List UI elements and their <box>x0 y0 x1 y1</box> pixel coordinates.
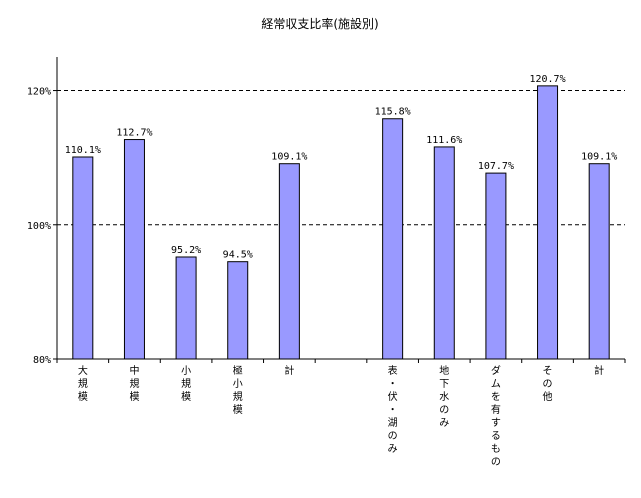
data-label: 120.7% <box>529 74 565 85</box>
bar <box>485 172 507 360</box>
y-tick-label: 80% <box>33 355 51 366</box>
bars <box>72 85 610 360</box>
bar <box>123 139 145 360</box>
category-label: 中規模 <box>129 364 139 403</box>
bar <box>382 118 404 360</box>
data-label: 94.5% <box>223 250 253 261</box>
y-tick-label: 100% <box>27 221 51 232</box>
data-label: 112.7% <box>116 128 152 139</box>
chart-title: 経常収支比率(施設別) <box>261 16 378 31</box>
axes <box>53 57 626 363</box>
data-label: 111.6% <box>426 135 462 146</box>
category-label: その他 <box>543 365 553 403</box>
category-label: ダムを有するもの <box>491 364 501 468</box>
bar <box>175 256 197 360</box>
data-label: 110.1% <box>65 145 101 156</box>
bar <box>433 146 455 360</box>
bar <box>278 163 300 360</box>
bar <box>537 85 559 360</box>
y-tick-label: 120% <box>27 87 51 98</box>
bar <box>72 156 94 360</box>
data-label: 107.7% <box>478 161 514 172</box>
data-label: 95.2% <box>171 245 201 256</box>
bar <box>227 261 249 360</box>
data-label: 115.8% <box>375 107 411 118</box>
category-label: 小規模 <box>181 365 191 403</box>
data-label: 109.1% <box>581 152 617 163</box>
category-label: 極小規模 <box>233 364 243 416</box>
data-labels: 110.1% 112.7% 95.2% 94.5% 109.1% 115.8% 111.6%… <box>65 74 617 261</box>
category-label: 計 <box>594 364 604 377</box>
category-label: 表・伏・湖のみ <box>388 364 398 455</box>
category-label: 大規模 <box>78 364 88 403</box>
category-label: 計 <box>284 364 294 377</box>
bar <box>588 163 610 360</box>
gridlines <box>57 90 625 226</box>
y-tick-labels: 80% 100% 120% <box>27 87 51 366</box>
category-labels: 大規模 中規模 小規模 極小規模 計 表・伏・湖のみ 地下水のみ ダムを有するもの その他 計 <box>78 364 604 468</box>
data-label: 109.1% <box>271 152 307 163</box>
category-label: 地下水のみ <box>439 364 449 429</box>
